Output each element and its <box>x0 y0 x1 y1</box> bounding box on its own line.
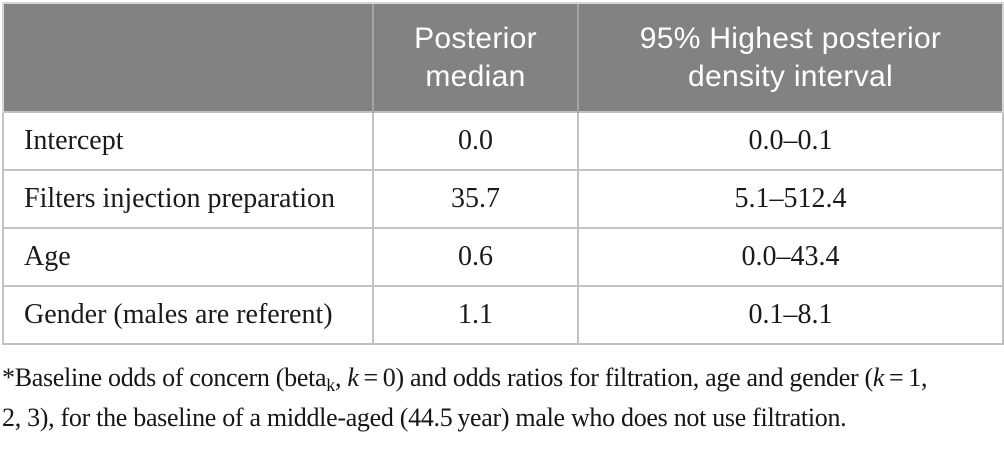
header-cell-hpdi: 95% Highest posterior density interval <box>577 2 1004 112</box>
results-table: Posterior median 95% Highest posterior d… <box>2 2 1004 345</box>
interval-value: 5.1–512.4 <box>577 169 1004 229</box>
footnote-comma: , <box>334 363 348 392</box>
table-footnote: *Baseline odds of concern (betak, k = 0)… <box>2 358 1002 438</box>
header-cell-posterior-median: Posterior median <box>372 2 578 112</box>
table-row: Gender (males are referent) 1.1 0.1–8.1 <box>2 285 1004 345</box>
row-label-gender: Gender (males are referent) <box>2 285 374 345</box>
table-header: Posterior median 95% Highest posterior d… <box>2 2 1004 112</box>
footnote-line1-end: = 1, <box>884 363 928 392</box>
median-value: 35.7 <box>372 169 579 229</box>
interval-value: 0.0–43.4 <box>577 227 1004 287</box>
table-row: Intercept 0.0 0.0–0.1 <box>2 111 1004 171</box>
median-value: 0.6 <box>372 227 579 287</box>
header-row: Posterior median 95% Highest posterior d… <box>2 2 1004 112</box>
footnote-subscript-k: k <box>326 375 335 395</box>
footnote-italic-k: k <box>347 363 359 392</box>
row-label-age: Age <box>2 227 374 287</box>
median-value: 0.0 <box>372 111 579 171</box>
row-label-filters-injection-preparation: Filters injection preparation <box>2 169 374 229</box>
table-row: Filters injection preparation 35.7 5.1–5… <box>2 169 1004 229</box>
table-body: Intercept 0.0 0.0–0.1 Filters injection … <box>2 111 1004 345</box>
interval-value: 0.1–8.1 <box>577 285 1004 345</box>
interval-value: 0.0–0.1 <box>577 111 1004 171</box>
table-row: Age 0.6 0.0–43.4 <box>2 227 1004 287</box>
footnote-line2: 2, 3), for the baseline of a middle-aged… <box>2 403 847 432</box>
footnote-italic-k: k <box>872 363 885 392</box>
median-value: 1.1 <box>372 285 579 345</box>
footnote-text-mid: = 0) and odds ratios for filtration, age… <box>358 363 874 392</box>
header-cell-empty <box>2 2 373 112</box>
row-label-intercept: Intercept <box>2 111 374 171</box>
footnote-text-start: *Baseline odds of concern (beta <box>2 363 327 392</box>
